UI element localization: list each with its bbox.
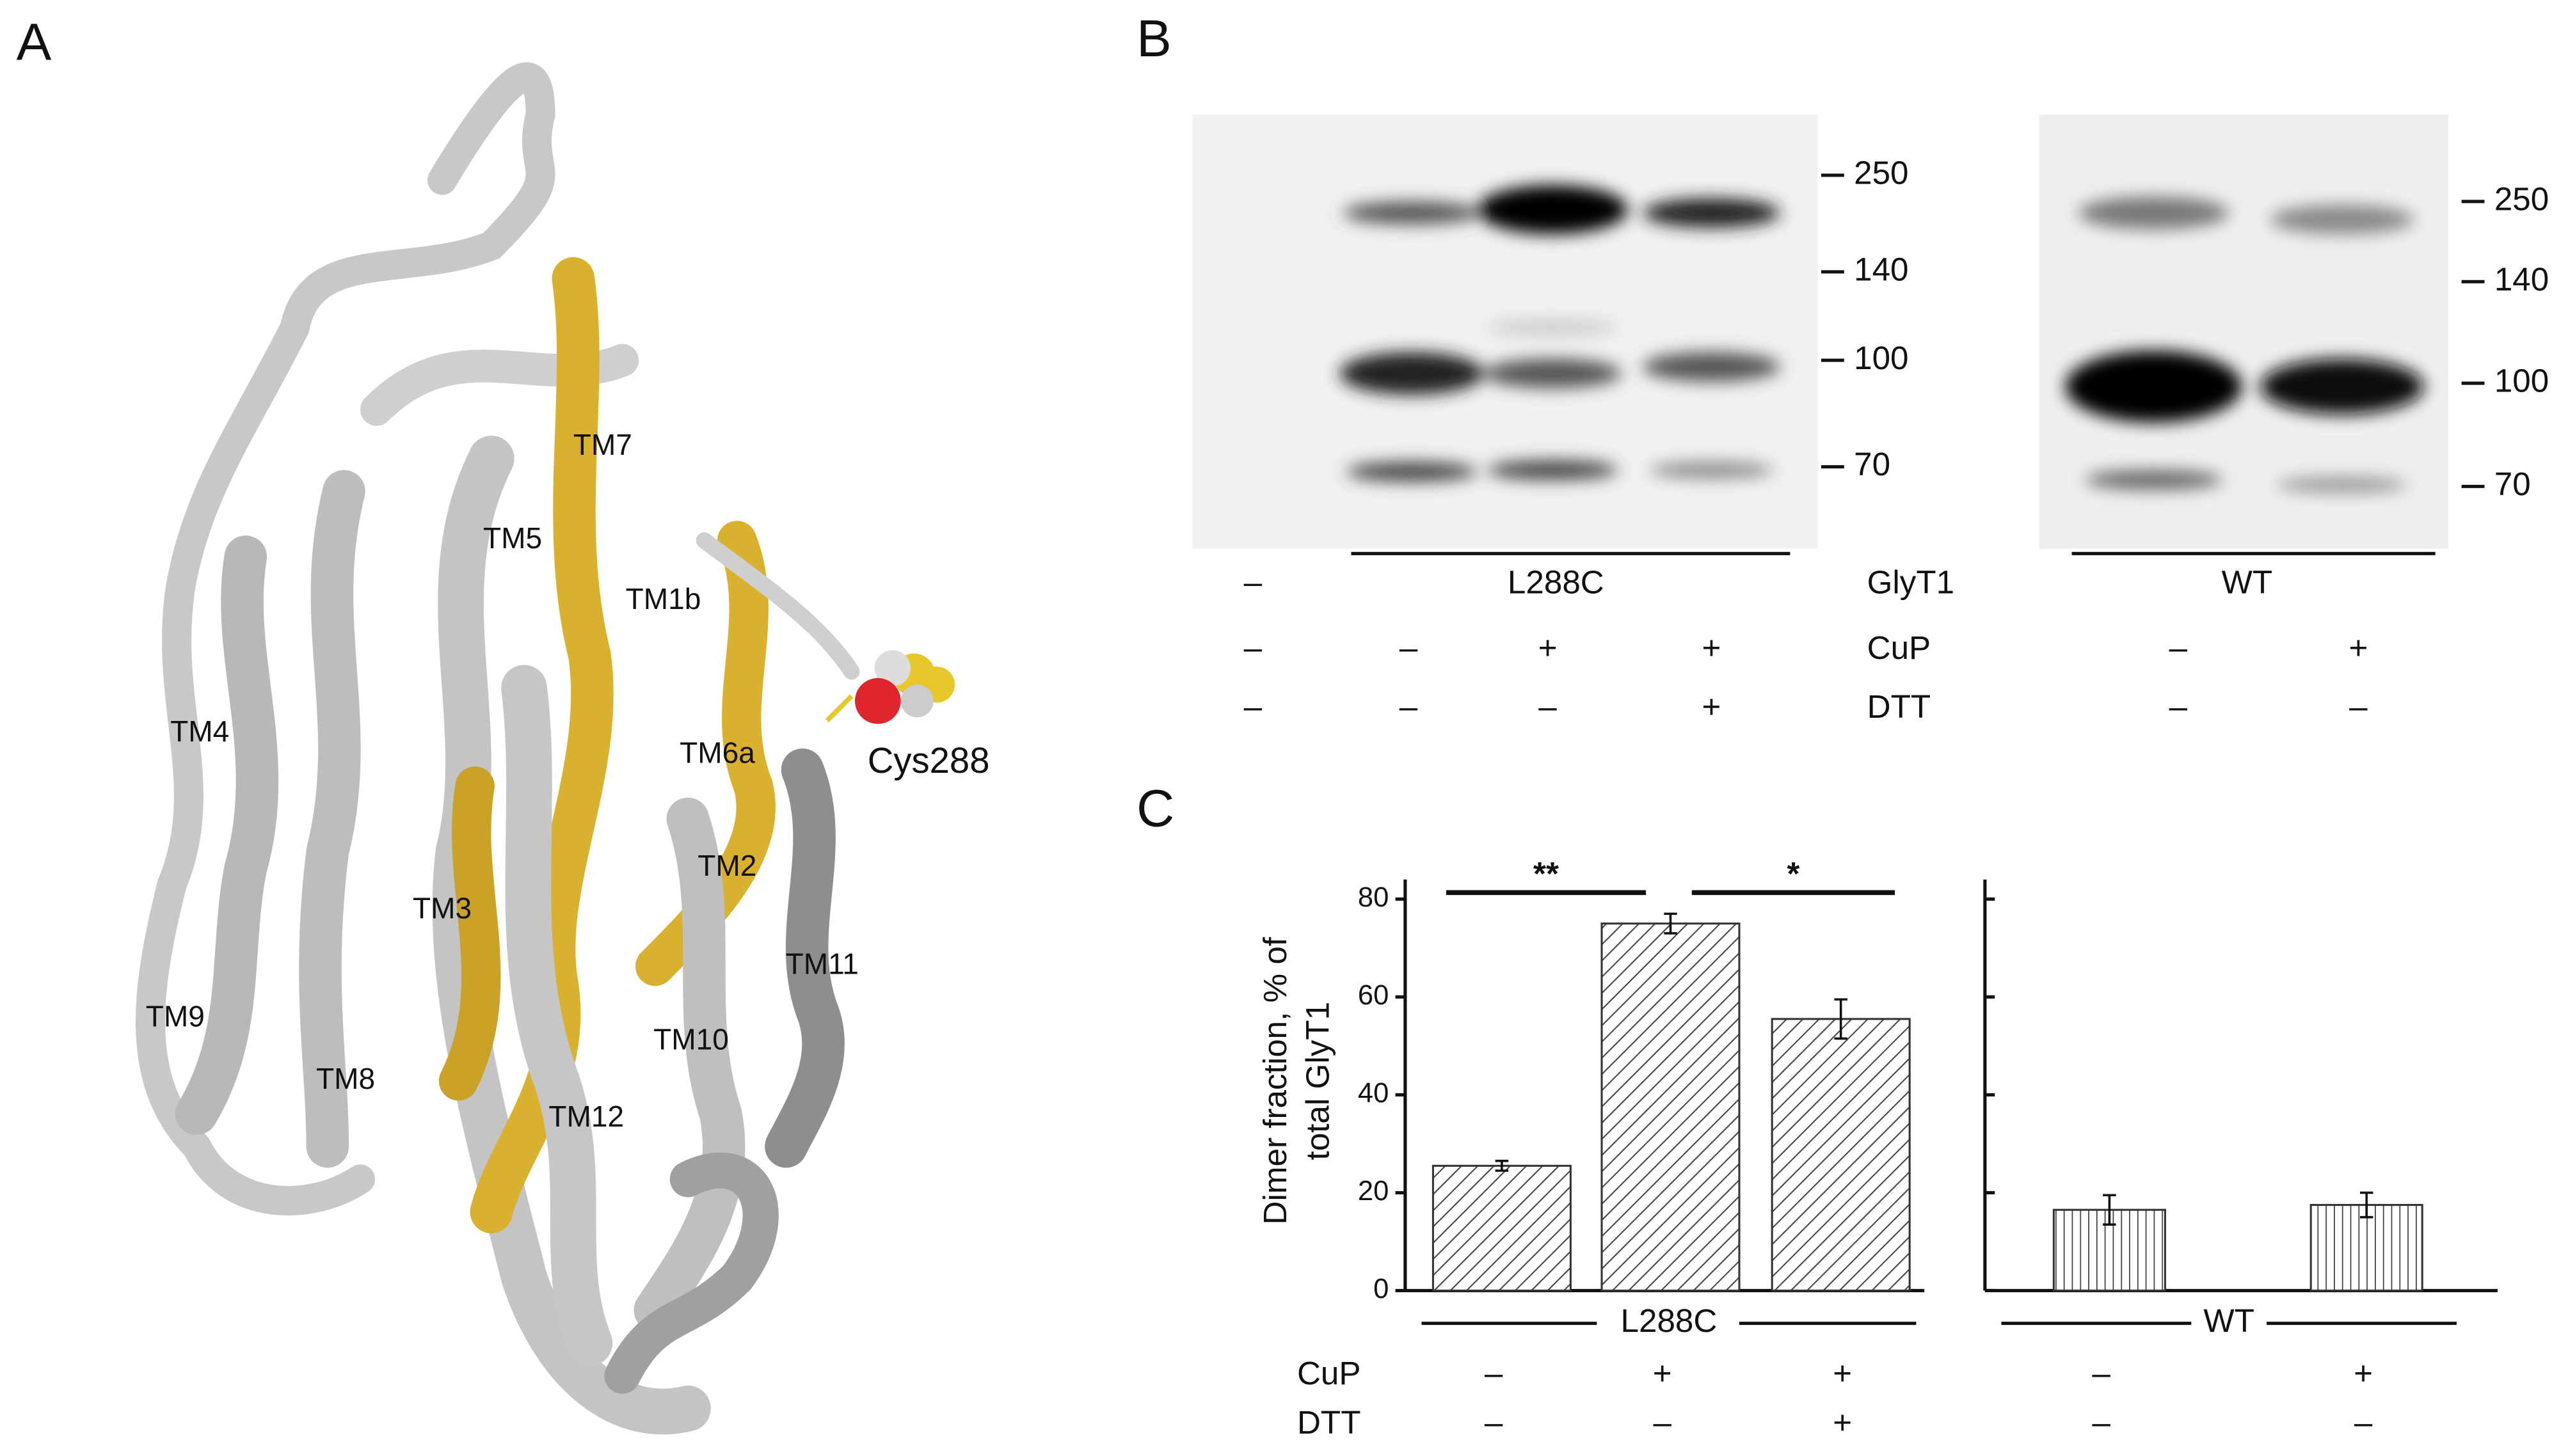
condition-sign: – <box>2349 688 2368 725</box>
condition-sign: – <box>1244 629 1263 666</box>
group-label: WT <box>2203 1302 2254 1339</box>
cys-sphere <box>854 650 955 724</box>
condition-sign: – <box>1244 564 1263 600</box>
row-label: DTT <box>1867 688 1931 725</box>
helix-label: TM3 <box>413 892 472 925</box>
helix-label: TM5 <box>483 521 542 555</box>
protein-structure <box>136 62 860 1435</box>
helix-label: TM6a <box>680 736 755 769</box>
panel-label: B <box>1136 10 1172 68</box>
condition-sign: – <box>1485 1355 1503 1391</box>
row-label: GlyT1 <box>1867 564 1955 600</box>
bar <box>2309 1204 2423 1292</box>
condition-sign: – <box>1538 688 1557 725</box>
bar <box>1600 922 1741 1292</box>
condition-sign: – <box>1653 1404 1671 1441</box>
y-tick-label: 0 <box>1373 1274 1389 1304</box>
helix-label: TM4 <box>170 715 229 748</box>
helix-label: TM1b <box>626 582 701 615</box>
condition-sign: + <box>1653 1355 1672 1391</box>
condition-sign: – <box>2169 629 2188 666</box>
marker-label: 70 <box>1854 446 1890 482</box>
condition-sign: + <box>1833 1404 1852 1441</box>
residue-label: Cys288 <box>868 740 990 780</box>
y-tick-label: 20 <box>1358 1176 1389 1207</box>
condition-sign: + <box>1833 1355 1852 1391</box>
bar <box>1771 1018 1911 1292</box>
condition-sign: – <box>1485 1404 1503 1441</box>
condition-sign: – <box>2169 688 2188 725</box>
marker-label: 140 <box>2494 261 2549 297</box>
y-tick-label: 80 <box>1358 882 1389 913</box>
group-label: L288C <box>1508 564 1604 600</box>
marker-label: 140 <box>1854 251 1908 287</box>
condition-sign: + <box>1538 629 1558 666</box>
condition-sign: – <box>2092 1404 2110 1441</box>
helix-label: TM8 <box>316 1062 375 1095</box>
group-label: WT <box>2222 564 2273 600</box>
significance-label: * <box>1787 855 1799 892</box>
condition-sign: + <box>2354 1355 2373 1391</box>
marker-label: 100 <box>1854 340 1908 376</box>
condition-sign: – <box>2354 1404 2373 1441</box>
bands <box>1339 185 2424 493</box>
y-axis-label: total GlyT1 <box>1299 1002 1336 1160</box>
pointer <box>825 694 854 723</box>
bar <box>1432 1164 1572 1292</box>
condition-sign: – <box>1244 688 1263 725</box>
helix-label: TM12 <box>548 1100 624 1133</box>
row-label: CuP <box>1297 1355 1361 1391</box>
content: A B C TM7 TM5 TM1b TM4 TM6a TM2 TM3 TM11 TM9 TM10 TM8… <box>17 10 2549 1441</box>
helix-label: TM10 <box>653 1022 729 1056</box>
helix-label: TM7 <box>573 428 632 461</box>
helix-label: TM9 <box>146 1000 205 1033</box>
y-axis-label: Dimer fraction, % of <box>1257 937 1293 1224</box>
condition-sign: + <box>1702 629 1721 666</box>
panel-label: A <box>17 13 52 71</box>
condition-sign: – <box>2092 1355 2110 1391</box>
helix-label: TM11 <box>786 947 859 981</box>
row-label: DTT <box>1297 1404 1360 1441</box>
condition-sign: + <box>2349 629 2368 666</box>
condition-sign: + <box>1702 688 1721 725</box>
group-label: L288C <box>1621 1302 1718 1339</box>
condition-sign: – <box>1400 688 1418 725</box>
marker-label: 100 <box>2494 363 2549 399</box>
marker-label: 70 <box>2494 466 2531 502</box>
panel-label: C <box>1136 779 1174 837</box>
helix-label: TM2 <box>698 849 756 882</box>
significance-label: ** <box>1533 855 1559 892</box>
marker-label: 250 <box>1854 154 1908 191</box>
marker-label: 250 <box>2494 180 2549 217</box>
y-tick-label: 60 <box>1358 980 1389 1011</box>
row-label: CuP <box>1867 629 1931 666</box>
y-tick-label: 40 <box>1358 1078 1389 1109</box>
condition-sign: – <box>1400 629 1418 666</box>
